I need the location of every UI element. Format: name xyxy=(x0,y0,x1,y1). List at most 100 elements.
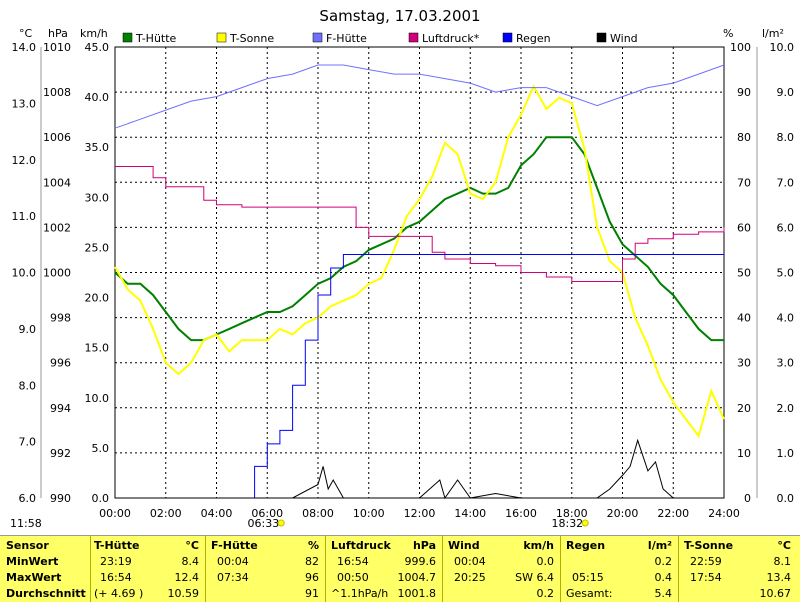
humidity-tick-label: 60 xyxy=(737,221,751,234)
x-tick-label: 06:00 xyxy=(251,507,283,520)
rain-tick-label: 3.0 xyxy=(777,357,795,370)
temperature-tick-label: 7.0 xyxy=(19,436,37,449)
sun-marker-icon xyxy=(277,519,285,527)
legend-label: Wind xyxy=(610,32,638,45)
pressure-tick-label: 1004 xyxy=(43,176,71,189)
pressure-tick-label: 1002 xyxy=(43,221,71,234)
stats-time: 05:15 xyxy=(572,571,604,584)
stats-value: SW 6.4 xyxy=(515,571,554,584)
x-tick-label: 00:00 xyxy=(99,507,131,520)
pressure-unit-label: hPa xyxy=(48,27,68,40)
pressure-tick-label: 1000 xyxy=(43,267,71,280)
wind-unit-label: km/h xyxy=(80,27,108,40)
stats-unit: km/h xyxy=(523,539,554,552)
stats-value: 0.0 xyxy=(536,555,555,568)
pressure-tick-label: 998 xyxy=(50,312,71,325)
legend-swatch xyxy=(596,32,607,43)
stats-time: ^1.1hPa/h xyxy=(331,587,389,600)
sun-marker-label: 06:33 xyxy=(248,517,280,530)
x-tick-label: 20:00 xyxy=(607,507,639,520)
stats-col-wind: Wind km/h 00:04 0.0 20:25 SW 6.4 0.2 xyxy=(442,536,561,602)
temperature-tick-label: 14.0 xyxy=(12,41,37,54)
stats-value: 10.67 xyxy=(759,587,792,600)
stats-value: 82 xyxy=(305,555,319,568)
series-line xyxy=(115,254,724,499)
stats-value: 13.4 xyxy=(766,571,792,584)
stats-value: 999.6 xyxy=(404,555,437,568)
humidity-unit-label: % xyxy=(723,27,733,40)
x-tick-label: 02:00 xyxy=(150,507,182,520)
stats-time: 17:54 xyxy=(690,571,722,584)
stats-row-label: Durchschnitt xyxy=(6,587,86,600)
legend-label: F-Hütte xyxy=(326,32,367,45)
temperature-tick-label: 10.0 xyxy=(12,267,37,280)
pressure-tick-label: 994 xyxy=(50,402,71,415)
weather-chart: Samstag, 17.03.2001 °C hPa km/h % l/m² 1… xyxy=(10,7,795,530)
x-tick-label: 24:00 xyxy=(708,507,740,520)
rain-tick-label: 5.0 xyxy=(777,267,795,280)
wind-tick-label: 25.0 xyxy=(85,241,110,254)
humidity-tick-label: 80 xyxy=(737,131,751,144)
legend-swatch xyxy=(502,32,513,43)
rain-tick-label: 9.0 xyxy=(777,86,795,99)
wind-tick-label: 35.0 xyxy=(85,141,110,154)
rain-tick-label: 0.0 xyxy=(777,492,795,505)
stats-time: 00:50 xyxy=(337,571,369,584)
stats-value: 96 xyxy=(305,571,319,584)
x-tick-label: 10:00 xyxy=(353,507,385,520)
wind-tick-label: 10.0 xyxy=(85,392,110,405)
pressure-tick-label: 1006 xyxy=(43,131,71,144)
humidity-tick-label: 40 xyxy=(737,312,751,325)
wind-tick-label: 30.0 xyxy=(85,191,110,204)
temperature-unit-label: °C xyxy=(19,27,33,40)
wind-tick-label: 5.0 xyxy=(92,442,110,455)
stats-col-t-sonne: T-Sonne °C 22:59 8.1 17:54 13.4 10.67 xyxy=(678,536,799,602)
x-tick-label: 18:00 xyxy=(556,507,588,520)
legend-swatch xyxy=(312,32,323,43)
stats-value: 91 xyxy=(305,587,319,600)
wind-tick-label: 45.0 xyxy=(85,41,110,54)
stats-header-regen: Regen xyxy=(566,539,606,552)
stats-value: 5.4 xyxy=(654,587,673,600)
rain-tick-label: 4.0 xyxy=(777,312,795,325)
stats-value: 12.4 xyxy=(174,571,200,584)
stats-time: 00:04 xyxy=(217,555,249,568)
humidity-tick-label: 30 xyxy=(737,357,751,370)
humidity-tick-label: 0 xyxy=(744,492,751,505)
stats-col-t-huette: T-Hütte °C 23:19 8.4 16:54 12.4 (+ 4.69 … xyxy=(90,536,206,602)
time-readout: 11:58 xyxy=(10,517,42,530)
stats-header-sensor: Sensor xyxy=(6,539,49,552)
stats-value: 8.4 xyxy=(181,555,200,568)
temperature-tick-label: 13.0 xyxy=(12,97,37,110)
stats-header-t-huette: T-Hütte xyxy=(94,539,140,552)
legend-swatch xyxy=(122,32,133,43)
x-tick-label: 08:00 xyxy=(302,507,334,520)
stats-time: 16:54 xyxy=(337,555,369,568)
stats-value: 0.2 xyxy=(536,587,555,600)
x-tick-label: 14:00 xyxy=(454,507,486,520)
stats-time: Gesamt: xyxy=(566,587,613,600)
rain-unit-label: l/m² xyxy=(762,27,784,40)
stats-unit: hPa xyxy=(412,539,436,552)
pressure-tick-label: 992 xyxy=(50,447,71,460)
stats-header-wind: Wind xyxy=(448,539,480,552)
temperature-tick-label: 9.0 xyxy=(19,323,37,336)
legend-label: T-Sonne xyxy=(229,32,274,45)
wind-tick-label: 15.0 xyxy=(85,342,110,355)
legend-label: Regen xyxy=(516,32,551,45)
x-tick-label: 04:00 xyxy=(201,507,233,520)
stats-col-luftdruck: Luftdruck hPa 16:54 999.6 00:50 1004.7 ^… xyxy=(325,536,443,602)
legend-swatch xyxy=(216,32,227,43)
stats-unit: l/m² xyxy=(647,539,672,552)
stats-col-f-huette: F-Hütte % 00:04 82 07:34 96 91 xyxy=(205,536,326,602)
rain-tick-label: 10.0 xyxy=(770,41,795,54)
series-line xyxy=(114,64,725,129)
humidity-tick-label: 100 xyxy=(730,41,751,54)
stats-time: 16:54 xyxy=(100,571,132,584)
humidity-tick-label: 10 xyxy=(737,447,751,460)
legend-label: Luftdruck* xyxy=(422,32,480,45)
legend-label: T-Hütte xyxy=(135,32,177,45)
stats-row-label: MaxWert xyxy=(6,571,62,584)
stats-time: 22:59 xyxy=(690,555,722,568)
humidity-tick-label: 70 xyxy=(737,176,751,189)
